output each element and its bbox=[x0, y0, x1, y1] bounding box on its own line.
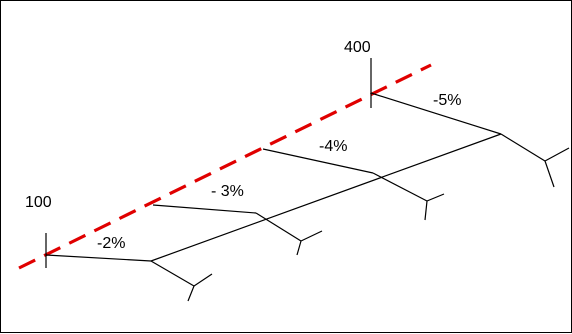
hinge-line bbox=[150, 133, 502, 262]
side-slope-4 bbox=[500, 133, 570, 188]
slope-label-4pct: -4% bbox=[319, 138, 347, 155]
slope-segment-3pct bbox=[152, 204, 257, 214]
side-slope-2 bbox=[255, 212, 323, 256]
slope-label-2pct: -2% bbox=[97, 235, 125, 252]
dashed-alignment-line bbox=[18, 63, 432, 270]
slope-label-5pct: -5% bbox=[433, 92, 461, 109]
side-slope-1 bbox=[150, 260, 213, 302]
slope-label-3pct: - 3% bbox=[211, 183, 244, 200]
side-slope-3 bbox=[372, 172, 445, 221]
station-label-end: 400 bbox=[344, 39, 371, 56]
slope-segment-2pct bbox=[45, 254, 152, 262]
slope-segment-5pct bbox=[370, 92, 502, 135]
station-label-start: 100 bbox=[25, 194, 52, 211]
slope-segment-4pct bbox=[262, 148, 374, 174]
